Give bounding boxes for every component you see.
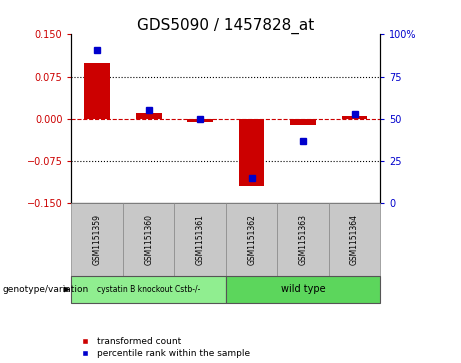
- Text: wild type: wild type: [281, 285, 325, 294]
- Bar: [187, 119, 213, 122]
- Text: GSM1151359: GSM1151359: [93, 214, 102, 265]
- Legend: transformed count, percentile rank within the sample: transformed count, percentile rank withi…: [76, 337, 250, 359]
- Text: GSM1151363: GSM1151363: [299, 214, 307, 265]
- Text: GSM1151360: GSM1151360: [144, 214, 153, 265]
- Text: genotype/variation: genotype/variation: [2, 285, 89, 294]
- Bar: [342, 116, 367, 119]
- Text: GSM1151364: GSM1151364: [350, 214, 359, 265]
- Bar: [136, 113, 161, 119]
- Title: GDS5090 / 1457828_at: GDS5090 / 1457828_at: [137, 18, 314, 34]
- Text: GSM1151361: GSM1151361: [195, 214, 205, 265]
- Text: cystatin B knockout Cstb-/-: cystatin B knockout Cstb-/-: [97, 285, 201, 294]
- Bar: [290, 119, 316, 125]
- Bar: [239, 119, 265, 187]
- Bar: [84, 62, 110, 119]
- Text: GSM1151362: GSM1151362: [247, 214, 256, 265]
